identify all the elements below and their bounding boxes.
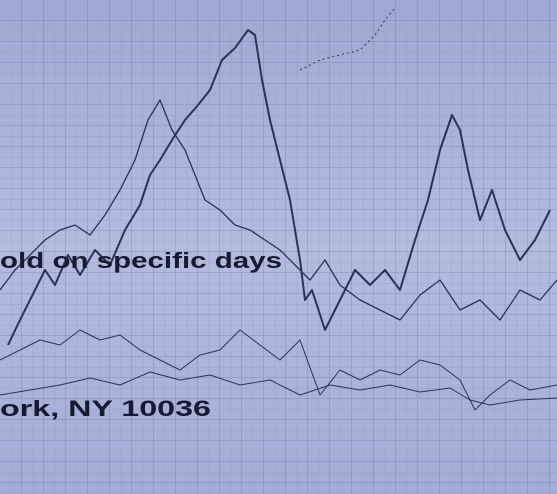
scribble-line: [0, 99, 557, 321]
scribble-line: [0, 371, 557, 406]
scribble-line: [0, 329, 557, 411]
scanned-lines: [0, 7, 557, 411]
overlay-text: old on specific days: [0, 248, 282, 273]
overlay-text: ork, NY 10036: [0, 396, 211, 421]
scribble-line: [7, 29, 551, 346]
